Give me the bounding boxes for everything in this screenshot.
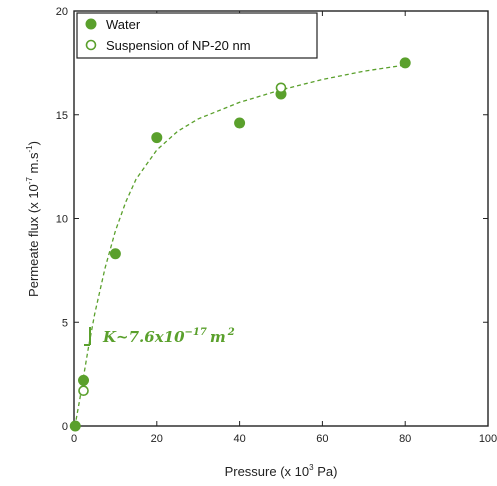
y-axis-label: Permeate flux (x 10-7 m.s-1) (25, 141, 41, 297)
y-tick-label: 0 (62, 421, 68, 433)
legend-label-water: Water (106, 17, 141, 32)
fit-curve-layer (75, 64, 406, 420)
data-point-water (69, 420, 81, 432)
y-tick-label: 20 (56, 6, 68, 18)
data-point-suspension (275, 82, 287, 94)
plot-frame (73, 10, 489, 427)
x-axis-label: Pressure (x 103 Pa) (225, 463, 338, 479)
x-tick-label: 0 (71, 433, 77, 445)
y-tick-label: 5 (62, 317, 68, 329)
y-tick-label: 10 (56, 214, 68, 226)
annotation-layer: K~7.6x10−17 m 2 (84, 327, 235, 346)
x-tick-label: 60 (316, 433, 328, 445)
annotation-label: K~7.6x10−17 m 2 (102, 327, 235, 346)
data-point-water (399, 57, 411, 69)
legend-marker-water (85, 18, 97, 30)
data-point-water (234, 117, 246, 129)
data-points (69, 57, 411, 432)
x-tick-label: 100 (479, 433, 497, 445)
data-point-water (78, 374, 90, 386)
x-tick-label: 80 (399, 433, 411, 445)
legend-label-suspension: Suspension of NP-20 nm (106, 38, 251, 53)
data-point-suspension (78, 385, 89, 397)
legend-box (76, 12, 318, 59)
x-tick-label: 40 (233, 433, 245, 445)
axis-ticks: 0 20 40 60 80 100 0 5 10 15 20 (56, 6, 497, 445)
data-point-water (151, 132, 163, 144)
legend: Water Suspension of NP-20 nm (76, 12, 318, 59)
fit-curve (75, 64, 406, 420)
y-tick-label: 15 (56, 110, 68, 122)
data-point-water (109, 248, 121, 260)
legend-marker-suspension (85, 39, 97, 51)
x-tick-label: 20 (151, 433, 163, 445)
